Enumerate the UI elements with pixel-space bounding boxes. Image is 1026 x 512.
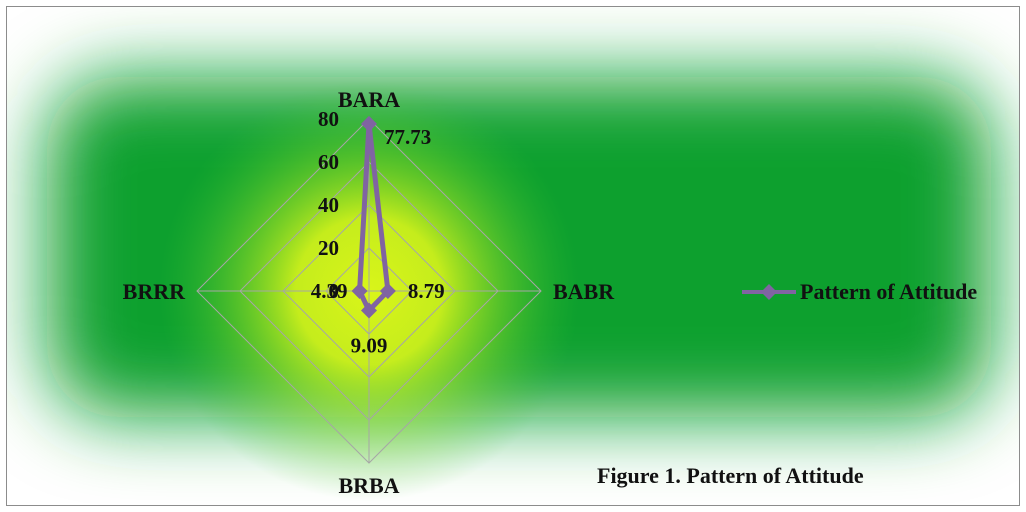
category-label: BRBA xyxy=(338,473,399,498)
legend: Pattern of Attitude xyxy=(740,279,977,305)
tick-label: 0 xyxy=(329,279,340,303)
data-label: 9.09 xyxy=(351,334,388,358)
data-label: 8.79 xyxy=(408,279,445,303)
data-point xyxy=(361,302,377,319)
category-label: BABR xyxy=(553,279,615,304)
chart-frame: 0 20 40 60 80 BARA BABR BRBA BRRR 77.73 8.79 9.09 4.… xyxy=(6,6,1020,506)
data-point xyxy=(379,283,396,299)
legend-marker-icon xyxy=(740,280,798,304)
category-label: BRRR xyxy=(123,279,186,304)
data-label: 77.73 xyxy=(384,125,431,149)
data-label: 4.39 xyxy=(311,279,348,303)
data-point xyxy=(351,283,368,299)
tick-label: 80 xyxy=(318,107,339,131)
legend-label: Pattern of Attitude xyxy=(800,279,978,304)
figure-caption: Figure 1. Pattern of Attitude xyxy=(597,463,864,488)
tick-label: 20 xyxy=(318,236,339,260)
tick-label: 40 xyxy=(318,193,339,217)
tick-label: 60 xyxy=(318,150,339,174)
data-point xyxy=(361,115,377,132)
category-label: BARA xyxy=(338,87,400,112)
